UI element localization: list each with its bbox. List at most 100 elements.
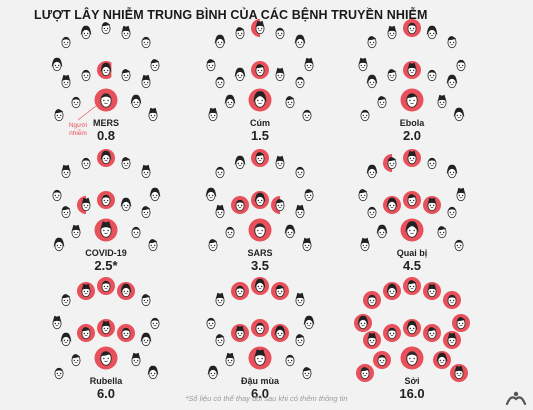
partially-infected-person-icon — [97, 61, 112, 79]
patient-zero-icon — [94, 346, 118, 370]
people-illustration — [52, 277, 160, 380]
patient-zero-pointer — [77, 105, 97, 121]
r0-value: 4.5 — [402, 258, 422, 273]
person-icon — [215, 292, 225, 307]
people-illustration — [358, 19, 466, 122]
person-icon — [71, 96, 81, 109]
disease-panel: Quai bị 4.5 — [350, 149, 490, 275]
person-icon — [456, 59, 466, 72]
person-icon — [358, 189, 368, 202]
person-icon — [295, 334, 305, 347]
infected-person-icon — [383, 324, 401, 342]
person-icon — [81, 69, 91, 82]
person-icon — [141, 36, 151, 49]
person-icon — [275, 27, 285, 40]
person-icon — [215, 204, 225, 219]
partially-infected-person-icon — [251, 19, 265, 37]
infected-person-icon — [443, 291, 461, 309]
disease-name: MERS — [92, 118, 119, 128]
person-icon — [52, 315, 62, 330]
person-icon — [61, 36, 71, 49]
person-icon — [225, 226, 235, 239]
person-icon — [121, 157, 131, 170]
person-icon — [141, 164, 151, 179]
infected-person-icon — [373, 351, 391, 369]
person-icon — [207, 365, 219, 380]
people-illustration — [206, 19, 314, 122]
person-icon — [275, 67, 285, 82]
disease-name: SARS — [247, 248, 273, 258]
disease-name: Sởi — [404, 376, 420, 386]
disease-panel: MERS 0.8 Người nhiễm — [44, 20, 184, 145]
page-title: LƯỢT LÂY NHIỄM TRUNG BÌNH CỦA CÁC BỆNH T… — [34, 8, 428, 22]
partially-infected-person-icon — [383, 154, 397, 172]
infected-person-icon — [97, 191, 115, 209]
r0-value: 2.5* — [94, 258, 118, 273]
person-icon — [360, 237, 370, 252]
patient-zero-icon — [94, 218, 118, 242]
infected-person-icon — [231, 324, 249, 342]
infected-person-icon — [97, 277, 115, 295]
person-icon — [131, 226, 141, 239]
person-icon — [80, 25, 92, 40]
infected-person-icon — [383, 282, 401, 300]
infected-person-icon — [251, 277, 269, 295]
disease-panel: Rubella 6.0 — [44, 277, 184, 403]
person-icon — [120, 197, 132, 212]
person-icon — [453, 107, 465, 122]
infected-person-icon — [117, 282, 135, 300]
person-icon — [52, 189, 62, 202]
infected-person-icon — [423, 324, 441, 342]
person-icon — [426, 25, 438, 40]
person-icon — [206, 317, 216, 330]
infected-person-icon — [403, 19, 421, 37]
person-icon — [427, 157, 437, 170]
infected-person-icon — [251, 191, 269, 209]
person-icon — [285, 354, 295, 367]
footnote: *Số liệu có thể thay đổi sau khi có thêm… — [185, 394, 348, 403]
partially-infected-person-icon — [271, 196, 285, 214]
infected-person-icon — [271, 324, 289, 342]
person-icon — [447, 206, 457, 219]
people-illustration — [205, 149, 314, 252]
person-icon — [215, 76, 225, 89]
infected-person-icon — [443, 331, 461, 349]
disease-panel: Đậu mùa 6.0 — [198, 277, 338, 403]
person-icon — [302, 367, 312, 380]
person-icon — [376, 224, 388, 239]
disease-name: Cúm — [250, 118, 270, 128]
infected-person-icon — [251, 61, 269, 79]
person-icon — [366, 74, 378, 89]
people-illustration — [206, 277, 315, 380]
disease-panel: Ebola 2.0 — [350, 19, 490, 145]
people-illustration — [52, 149, 161, 252]
person-icon — [71, 224, 81, 239]
r0-value: 16.0 — [399, 386, 425, 401]
r0-value: 3.5 — [250, 258, 270, 273]
person-icon — [121, 69, 131, 82]
infected-person-icon — [433, 351, 451, 369]
r0-value: 0.8 — [96, 128, 116, 143]
person-icon — [285, 96, 295, 109]
person-icon — [81, 157, 91, 170]
infected-person-icon — [363, 331, 381, 349]
infected-person-icon — [403, 277, 421, 295]
person-icon — [208, 107, 218, 122]
disease-panel: Cúm 1.5 — [198, 19, 338, 145]
person-icon — [437, 94, 447, 109]
infected-person-icon — [383, 196, 401, 214]
person-icon — [225, 352, 235, 367]
disease-name: Rubella — [89, 376, 123, 386]
person-icon — [140, 332, 152, 347]
person-icon — [131, 352, 141, 367]
disease-panel: COVID-19 2.5* — [44, 149, 184, 275]
infected-person-icon — [403, 191, 421, 209]
infected-person-icon — [271, 282, 289, 300]
person-icon — [61, 206, 71, 219]
person-icon — [61, 294, 71, 307]
disease-panel: Sởi 16.0 — [350, 277, 490, 403]
people-illustration — [51, 22, 160, 122]
person-icon — [284, 224, 296, 239]
infected-person-icon — [356, 364, 374, 382]
person-icon — [60, 332, 72, 347]
